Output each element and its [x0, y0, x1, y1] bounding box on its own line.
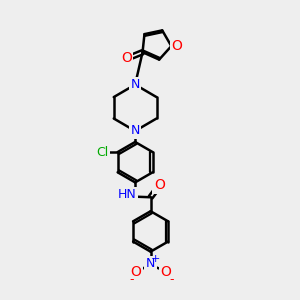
- Text: HN: HN: [118, 188, 136, 201]
- Text: O: O: [171, 39, 182, 53]
- Text: -: -: [129, 273, 134, 286]
- Text: O: O: [160, 266, 172, 280]
- Text: Cl: Cl: [97, 146, 109, 159]
- Text: N: N: [146, 257, 155, 270]
- Text: -: -: [169, 273, 174, 286]
- Text: O: O: [154, 178, 165, 192]
- Text: O: O: [121, 51, 132, 65]
- Text: N: N: [130, 78, 140, 91]
- Text: N: N: [130, 124, 140, 137]
- Text: +: +: [150, 254, 160, 264]
- Text: O: O: [130, 266, 141, 280]
